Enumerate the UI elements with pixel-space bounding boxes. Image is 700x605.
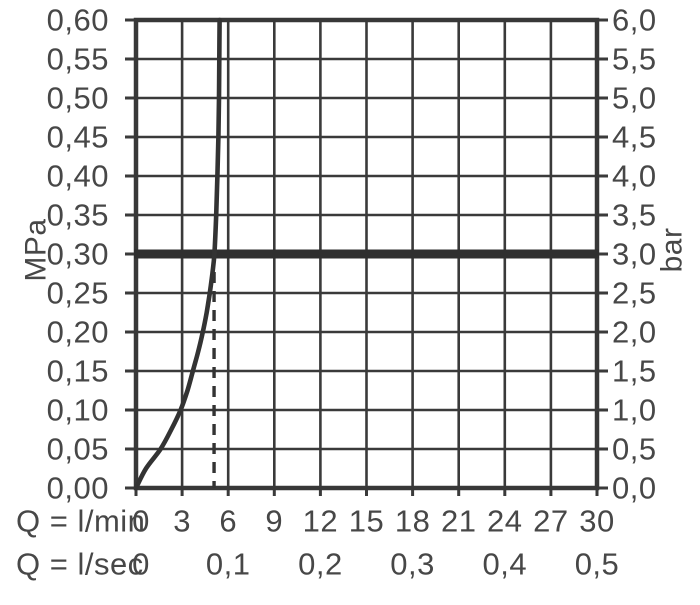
y-left-tick-label: 0,60 [47,3,109,38]
y-right-tick-label: 0,5 [612,432,657,467]
y-right-tick-label: 3,0 [612,237,657,272]
y-left-tick-label: 0,05 [47,432,109,467]
x-lmin-tick-label: 18 [395,504,430,539]
x-lmin-tick-label: 9 [265,504,283,539]
y-right-tick-label: 0,0 [612,471,657,506]
x-lsec-tick-label: 0,2 [298,547,343,582]
x-lmin-tick-label: 6 [219,504,237,539]
y-left-axis-title: MPa [20,218,53,281]
x-lsec-tick-label: 0,1 [206,547,251,582]
y-right-tick-label: 5,5 [612,42,657,77]
y-right-tick-label: 1,0 [612,393,657,428]
y-left-tick-label: 0,45 [47,120,109,155]
x-lmin-tick-label: 30 [579,504,614,539]
x-lmin-tick-label: 0 [132,504,150,539]
y-left-tick-label: 0,00 [47,471,109,506]
y-right-axis-title: bar [656,228,689,273]
y-right-tick-label: 5,0 [612,81,657,116]
data-marks [133,17,599,491]
y-right-tick-label: 6,0 [612,3,657,38]
y-left-tick-label: 0,10 [47,393,109,428]
flow-curve [133,17,222,491]
x-lmin-tick-label: 27 [533,504,568,539]
y-left-tick-label: 0,50 [47,81,109,116]
y-left-tick-label: 0,15 [47,354,109,389]
y-left-tick-label: 0,25 [47,276,109,311]
grid-lines [136,20,597,488]
y-left-tick-label: 0,30 [47,237,109,272]
x-lsec-tick-label: 0 [132,547,150,582]
y-right-tick-label: 2,5 [612,276,657,311]
x-lmin-tick-label: 3 [173,504,191,539]
y-left-tick-label: 0,55 [47,42,109,77]
y-right-tick-label: 2,0 [612,315,657,350]
y-right-tick-label: 4,5 [612,120,657,155]
x-lmin-tick-label: 15 [349,504,384,539]
y-right-tick-label: 3,5 [612,198,657,233]
x-axis-lsec-title: Q = l/sec [16,547,144,582]
x-lsec-tick-label: 0,5 [575,547,620,582]
axis-tick-labels: 0,600,550,500,450,400,350,300,250,200,15… [47,3,657,582]
x-lmin-tick-label: 24 [487,504,522,539]
x-lsec-tick-label: 0,4 [482,547,527,582]
y-left-tick-label: 0,35 [47,198,109,233]
x-lsec-tick-label: 0,3 [390,547,435,582]
x-lmin-tick-label: 12 [303,504,338,539]
y-right-tick-label: 1,5 [612,354,657,389]
y-right-tick-label: 4,0 [612,159,657,194]
y-left-tick-label: 0,20 [47,315,109,350]
x-lmin-tick-label: 21 [441,504,476,539]
y-left-tick-label: 0,40 [47,159,109,194]
x-axis-lmin-title: Q = l/min [16,504,145,539]
